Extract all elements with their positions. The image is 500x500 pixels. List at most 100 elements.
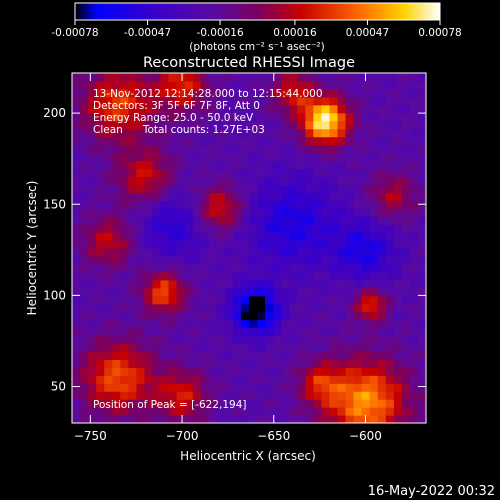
heatmap-cell (345, 255, 355, 265)
heatmap-cell (224, 343, 234, 352)
heatmap-cell (417, 152, 426, 162)
heatmap-cell (249, 120, 258, 130)
heatmap-cell (208, 287, 218, 297)
heatmap-cell (409, 351, 419, 360)
heatmap-cell (281, 319, 290, 329)
heatmap-cell (313, 80, 323, 90)
heatmap-cell (96, 375, 105, 384)
heatmap-cell (297, 248, 306, 257)
heatmap-cell (128, 327, 137, 337)
heatmap-cell (417, 128, 426, 138)
heatmap-cell (200, 351, 210, 360)
heatmap-cell (385, 367, 395, 376)
x-axis: −750 −700 −650 −600 (74, 73, 382, 443)
heatmap-cell (168, 168, 178, 177)
heatmap-cell (104, 375, 113, 384)
heatmap-cell (96, 359, 105, 368)
heatmap-cell (80, 96, 89, 106)
heatmap-cell (297, 88, 306, 98)
heatmap-cell (136, 263, 146, 273)
heatmap-cell (96, 240, 105, 249)
heatmap-cell (72, 351, 81, 360)
heatmap-cell (289, 248, 298, 257)
heatmap-cell (232, 240, 242, 249)
heatmap-cell (377, 407, 387, 416)
heatmap-cell (136, 136, 146, 146)
heatmap-cell (345, 248, 355, 257)
heatmap-cell (393, 335, 403, 345)
heatmap-cell (168, 255, 178, 265)
heatmap-cell (257, 136, 266, 146)
heatmap-cell (297, 311, 306, 321)
heatmap-cell (329, 192, 339, 201)
heatmap-cell (208, 303, 218, 313)
heatmap-cell (136, 359, 146, 368)
heatmap-cell (216, 263, 226, 273)
heatmap-cell (321, 255, 331, 265)
heatmap-cell (176, 248, 186, 257)
heatmap-cell (337, 184, 347, 193)
heatmap-cell (184, 319, 194, 329)
heatmap-cell (72, 279, 81, 289)
heatmap-cell (160, 343, 170, 352)
heatmap-cell (361, 343, 371, 352)
heatmap-cell (184, 120, 194, 130)
heatmap-cell (337, 136, 347, 146)
heatmap-cell (409, 224, 419, 233)
heatmap-cell (289, 232, 298, 241)
heatmap-cell (160, 152, 170, 162)
heatmap-cell (224, 104, 234, 114)
heatmap-cell (321, 136, 331, 146)
heatmap-cell (265, 375, 274, 384)
heatmap-cell (377, 263, 387, 273)
heatmap-cell (160, 96, 170, 106)
heatmap-cell (136, 104, 146, 114)
heatmap-cell (216, 311, 226, 321)
heatmap-cell (112, 255, 121, 265)
heatmap-cell (393, 104, 403, 114)
heatmap-cell (257, 120, 266, 130)
heatmap-cell (112, 383, 121, 392)
heatmap-cell (176, 208, 186, 217)
heatmap-cell (249, 240, 258, 249)
heatmap-cell (104, 359, 113, 368)
heatmap-cell (104, 248, 113, 257)
heatmap-cell (168, 152, 178, 162)
annotation-peak-position: Position of Peak = [-622,194] (93, 399, 247, 411)
heatmap-cell (385, 224, 395, 233)
heatmap-cell (313, 136, 323, 146)
heatmap-cell (257, 335, 266, 345)
heatmap-cell (112, 279, 121, 289)
heatmap-cell (168, 335, 178, 345)
heatmap-cell (232, 104, 242, 114)
heatmap-cell (184, 73, 194, 82)
heatmap-cell (112, 367, 121, 376)
heatmap-cell (216, 184, 226, 193)
heatmap-cell (401, 208, 411, 217)
heatmap-cell (345, 375, 355, 384)
heatmap-cell (385, 208, 395, 217)
heatmap-cell (377, 351, 387, 360)
heatmap-cell (273, 255, 282, 265)
heatmap-cell (385, 240, 395, 249)
heatmap-cell (417, 232, 426, 241)
heatmap-cell (369, 208, 379, 217)
heatmap-cell (128, 144, 137, 154)
heatmap-cell (184, 271, 194, 281)
heatmap-cell (208, 120, 218, 130)
heatmap-cell (369, 168, 379, 177)
heatmap-cell (144, 216, 154, 225)
heatmap-cell (417, 192, 426, 201)
heatmap-cell (152, 335, 162, 345)
heatmap-cell (144, 160, 154, 170)
heatmap-cell (232, 208, 242, 217)
heatmap-cell (377, 343, 387, 352)
heatmap-cell (160, 359, 170, 368)
heatmap-cell (329, 80, 339, 90)
heatmap-cell (297, 120, 306, 130)
heatmap-cell (88, 375, 97, 384)
heatmap-cell (321, 319, 331, 329)
heatmap-cell (361, 232, 371, 241)
heatmap-cell (249, 383, 258, 392)
heatmap-cell (232, 184, 242, 193)
